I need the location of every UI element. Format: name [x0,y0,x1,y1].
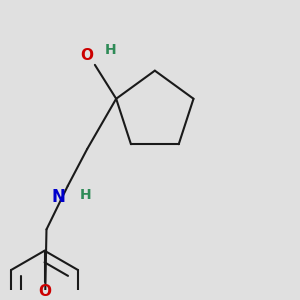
Text: H: H [80,188,91,202]
Text: O: O [38,284,51,298]
Text: N: N [52,188,66,206]
Text: O: O [80,48,93,63]
Text: H: H [105,43,116,57]
